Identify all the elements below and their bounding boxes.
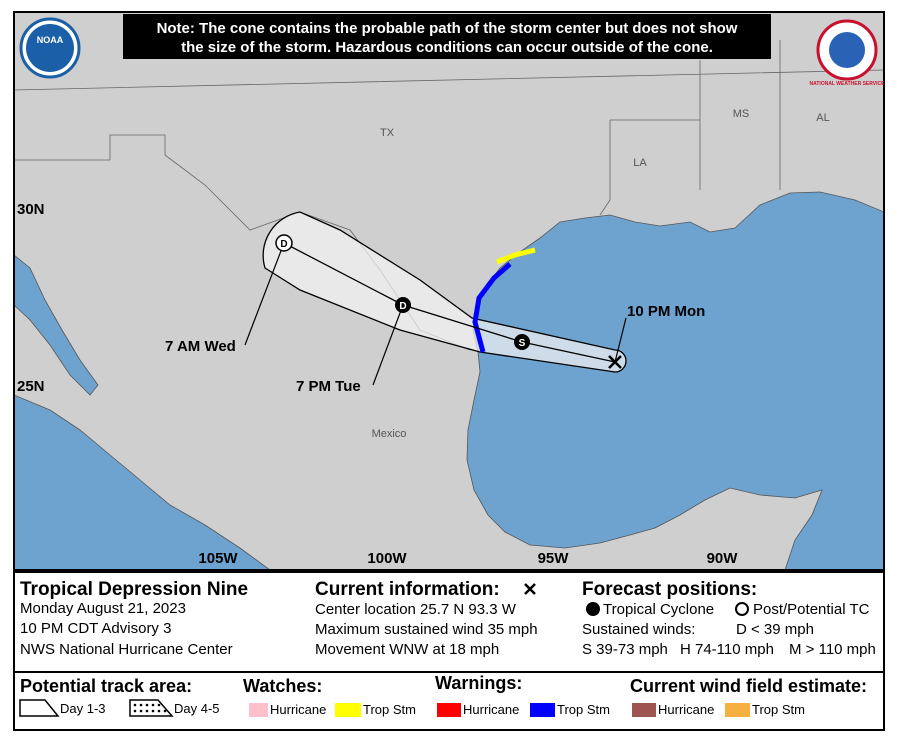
legend-heading: Warnings: — [435, 673, 522, 693]
borders — [14, 40, 884, 351]
forecast-item: Post/Potential TC — [753, 601, 870, 618]
swatch — [725, 703, 750, 717]
point-time: 7 AM Wed — [165, 338, 236, 355]
legend-item: Day 1-3 — [60, 701, 106, 716]
forecast-item: D < 39 mph — [736, 621, 814, 638]
forecast-item: M > 110 mph — [789, 641, 876, 658]
lat-label: 30N — [17, 201, 45, 218]
forecast-point — [395, 297, 411, 313]
ts-watch — [496, 247, 536, 265]
land — [14, 12, 884, 570]
swatch — [335, 703, 361, 717]
swatch — [530, 703, 555, 717]
current-heading: Current information: — [315, 579, 500, 600]
legend-heading: Potential track area: — [20, 676, 192, 696]
current-line: Maximum sustained wind 35 mph — [315, 621, 538, 638]
point-time: 7 PM Tue — [296, 378, 361, 395]
logo-text: NOAA — [37, 35, 64, 45]
legend-item: Trop Stm — [557, 702, 610, 717]
forecast-point — [275, 234, 293, 252]
legend-item: Hurricane — [658, 702, 714, 717]
gulf-of-california — [14, 254, 99, 396]
map-frame — [13, 11, 885, 571]
forecast-point — [514, 334, 530, 350]
legend-item: Day 4-5 — [174, 701, 220, 716]
leader-lines — [244, 242, 627, 386]
day45-icon — [129, 699, 174, 717]
ptc-icon — [735, 602, 749, 616]
nws-logo-inner — [829, 32, 865, 68]
logo-text: NATIONAL WEATHER SERVICE — [810, 81, 886, 87]
forecast-item: Tropical Cyclone — [603, 601, 714, 618]
legend-item: Hurricane — [270, 702, 326, 717]
track — [283, 242, 616, 363]
noaa-logo-inner — [26, 24, 74, 72]
current-line: Center location 25.7 N 93.3 W — [315, 601, 517, 618]
lon-label: 90W — [707, 550, 739, 567]
note: Note: The cone contains the probable pat… — [157, 20, 738, 37]
legend-item: Hurricane — [463, 702, 519, 717]
legend-heading: Watches: — [243, 676, 322, 696]
info-panel — [13, 571, 885, 673]
state-label: AL — [816, 112, 829, 124]
lon-label: 105W — [198, 550, 238, 567]
day13-icon — [19, 699, 60, 717]
forecast-item: Sustained winds: — [582, 621, 695, 638]
note: the size of the storm. Hazardous conditi… — [181, 39, 713, 56]
info-line: Monday August 21, 2023 — [20, 600, 186, 617]
forecast-item: H 74-110 mph — [680, 641, 774, 658]
legend-item: Trop Stm — [752, 702, 805, 717]
swatch — [632, 703, 656, 717]
note-box — [123, 14, 771, 59]
legend-item: Trop Stm — [363, 702, 416, 717]
swatch — [249, 703, 268, 717]
state-label: TX — [380, 127, 395, 139]
forecast-item: S 39-73 mph — [582, 641, 668, 658]
point-symbol: S — [519, 338, 526, 349]
tc-icon — [586, 602, 600, 616]
point-symbol: D — [280, 239, 287, 250]
lon-label: 95W — [538, 550, 570, 567]
current-position — [608, 355, 622, 369]
state-label: LA — [633, 157, 647, 169]
current-line: Movement WNW at 18 mph — [315, 641, 499, 658]
swatch — [437, 703, 461, 717]
lat-label: 25N — [17, 378, 45, 395]
ts-warning — [472, 262, 512, 353]
forecast-heading: Forecast positions: — [582, 579, 757, 600]
map: S D D 10 PM Mon 7 PM Tue 7 AM Wed TX LA … — [14, 12, 884, 570]
info-line: NWS National Hurricane Center — [20, 641, 233, 658]
legend-heading: Current wind field estimate: — [630, 676, 867, 696]
cone — [262, 211, 627, 373]
info-line: 10 PM CDT Advisory 3 — [20, 620, 171, 637]
x-icon — [524, 583, 536, 595]
point-symbol: D — [399, 301, 406, 312]
storm-title: Tropical Depression Nine — [20, 579, 248, 600]
lon-label: 100W — [367, 550, 407, 567]
country-label: Mexico — [372, 428, 407, 440]
point-time: 10 PM Mon — [627, 303, 705, 320]
state-label: MS — [733, 108, 750, 120]
